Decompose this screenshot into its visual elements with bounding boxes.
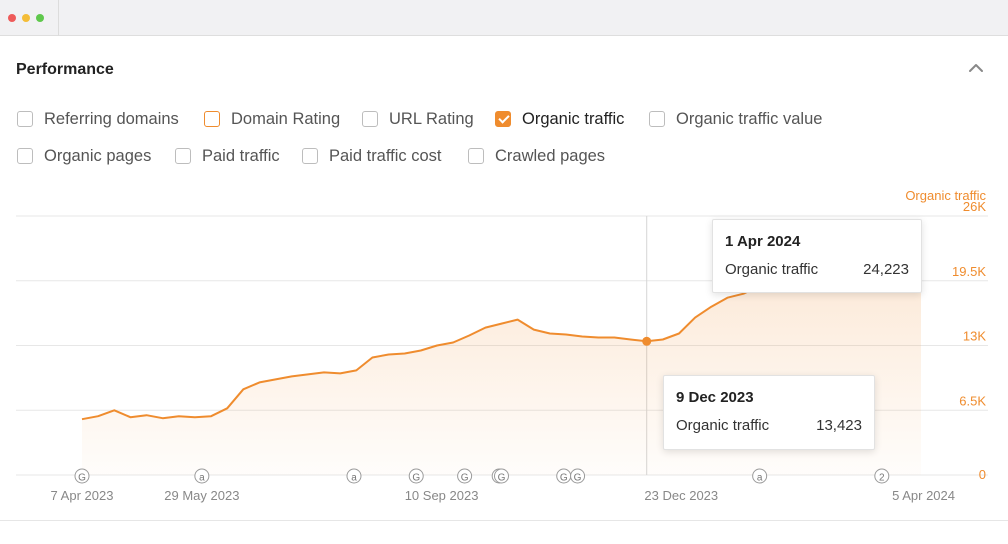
annotation-marker	[570, 468, 586, 484]
close-window-icon[interactable]	[8, 14, 16, 22]
x-tick-label: 23 Dec 2023	[644, 488, 718, 503]
annotation-marker	[194, 468, 210, 484]
tooltip-hover-date: 9 Dec 2023	[676, 389, 754, 406]
annotation-marker	[494, 468, 509, 484]
paid-traffic-cost-checkbox[interactable]	[302, 148, 318, 164]
annotation-marker	[752, 468, 768, 484]
x-tick-label: 7 Apr 2023	[51, 488, 114, 503]
referring-domains-label: Referring domains	[44, 109, 179, 128]
annotation-label: G	[498, 473, 506, 484]
organic-traffic-value-label: Organic traffic value	[676, 109, 823, 128]
y-tick-label: 19.5K	[952, 264, 986, 279]
tooltip-hover: 9 Dec 2023 Organic traffic 13,423	[663, 375, 875, 450]
metric-option-crawled-pages[interactable]: Crawled pages	[468, 145, 605, 167]
metric-option-organic-traffic[interactable]: Organic traffic	[495, 108, 624, 130]
tooltip-hover-value: 13,423	[816, 417, 862, 434]
y-tick-label: 0	[979, 467, 986, 482]
x-tick-label: 10 Sep 2023	[405, 488, 479, 503]
metric-option-paid-traffic[interactable]: Paid traffic	[175, 145, 280, 167]
annotation-label: G	[560, 473, 568, 484]
y-tick-label: 26K	[963, 199, 986, 214]
domain-rating-label: Domain Rating	[231, 109, 341, 128]
tooltip-latest-value: 24,223	[863, 261, 909, 278]
annotation-marker	[408, 468, 424, 484]
metric-option-url-rating[interactable]: URL Rating	[362, 108, 474, 130]
x-tick-label: 29 May 2023	[164, 488, 239, 503]
tooltip-latest: 1 Apr 2024 Organic traffic 24,223	[712, 219, 922, 293]
annotation-label: 2	[879, 473, 885, 484]
annotation-label: a	[757, 473, 763, 484]
maximize-window-icon[interactable]	[36, 14, 44, 22]
metric-option-organic-pages[interactable]: Organic pages	[17, 145, 151, 167]
titlebar-divider	[58, 0, 59, 36]
metric-option-referring-domains[interactable]: Referring domains	[17, 108, 179, 130]
crawled-pages-checkbox[interactable]	[468, 148, 484, 164]
crawled-pages-label: Crawled pages	[495, 146, 606, 165]
tooltip-hover-metric: Organic traffic	[676, 417, 770, 434]
organic-pages-label: Organic pages	[44, 146, 152, 165]
metric-option-organic-traffic-value[interactable]: Organic traffic value	[649, 108, 822, 130]
annotation-marker	[74, 468, 90, 484]
organic-traffic-checkbox[interactable]	[495, 111, 511, 127]
annotation-marker	[346, 468, 362, 484]
minimize-window-icon[interactable]	[22, 14, 30, 22]
annotation-label: G	[78, 473, 86, 484]
organic-traffic-label: Organic traffic	[522, 109, 625, 128]
url-rating-label: URL Rating	[389, 109, 474, 128]
organic-pages-checkbox[interactable]	[17, 148, 33, 164]
bottom-divider	[0, 520, 1008, 521]
paid-traffic-cost-label: Paid traffic cost	[329, 146, 442, 165]
window-titlebar	[0, 0, 1008, 36]
url-rating-checkbox[interactable]	[362, 111, 378, 127]
domain-rating-checkbox[interactable]	[204, 111, 220, 127]
annotation-label: a	[351, 473, 357, 484]
annotation-label: G	[461, 473, 469, 484]
metric-option-domain-rating[interactable]: Domain Rating	[204, 108, 340, 130]
organic-traffic-value-checkbox[interactable]	[649, 111, 665, 127]
y-tick-label: 6.5K	[959, 393, 986, 408]
hover-point	[642, 336, 652, 346]
annotation-marker	[874, 468, 890, 484]
annotation-label: G	[574, 473, 582, 484]
x-tick-label: 5 Apr 2024	[892, 488, 955, 503]
metric-option-paid-traffic-cost[interactable]: Paid traffic cost	[302, 145, 442, 167]
tooltip-latest-date: 1 Apr 2024	[725, 233, 801, 250]
paid-traffic-checkbox[interactable]	[175, 148, 191, 164]
panel-title: Performance	[16, 61, 114, 78]
paid-traffic-label: Paid traffic	[202, 146, 280, 165]
y-tick-label: 13K	[963, 329, 986, 344]
chevron-up-icon[interactable]	[966, 58, 986, 78]
address-bar[interactable]	[59, 0, 1008, 36]
referring-domains-checkbox[interactable]	[17, 111, 33, 127]
annotation-label: a	[199, 473, 205, 484]
tooltip-latest-metric: Organic traffic	[725, 261, 819, 278]
annotation-marker	[457, 468, 473, 484]
annotation-label: G	[412, 473, 420, 484]
y-axis-label: Organic traffic	[905, 188, 986, 203]
